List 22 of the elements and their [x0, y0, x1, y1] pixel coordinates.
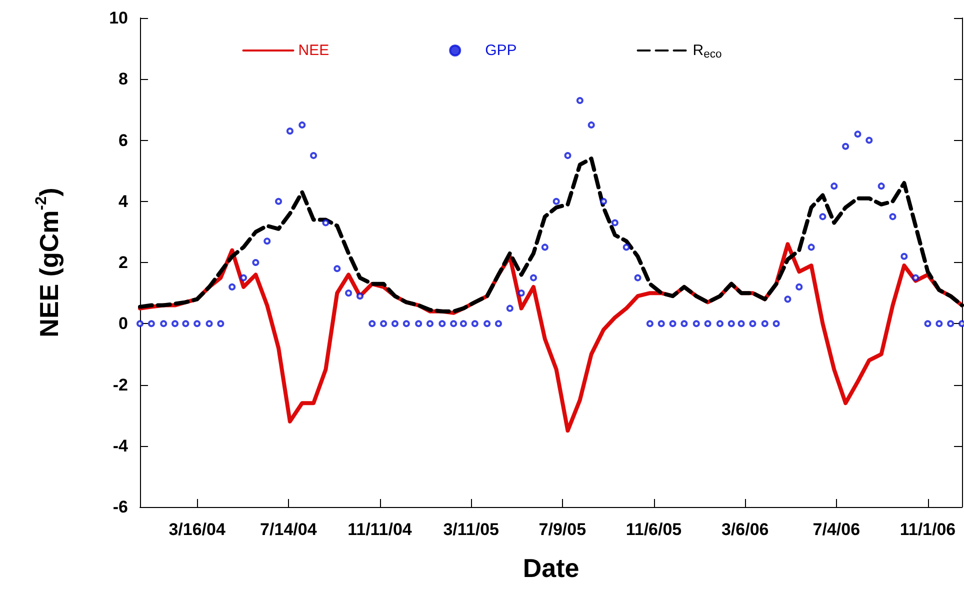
- y-tick-label: 0: [118, 314, 128, 334]
- x-tick-label: 11/11/04: [348, 520, 412, 539]
- x-tick-label: 11/6/05: [626, 520, 682, 539]
- y-tick-label: 4: [118, 192, 129, 211]
- x-tick-label: 3/16/04: [168, 520, 226, 539]
- x-tick-label: 7/14/04: [260, 520, 318, 539]
- y-tick-label: -6: [112, 498, 128, 516]
- y-tick-label: 10: [109, 8, 128, 28]
- x-tick-label: 3/6/06: [721, 520, 769, 539]
- x-tick-label: 11/1/06: [900, 520, 956, 539]
- y-tick-label: 2: [118, 253, 128, 272]
- x-tick-label: 7/9/05: [538, 520, 586, 539]
- x-axis-title: Date: [522, 553, 580, 583]
- y-tick-label: 8: [118, 70, 128, 89]
- x-tick-label: 7/4/06: [812, 520, 860, 539]
- y-tick-label: -4: [112, 436, 129, 456]
- legend-label: GPP: [485, 42, 517, 59]
- y-tick-label: 6: [118, 130, 128, 150]
- y-axis-title: NEE (gCm-2): [32, 188, 64, 338]
- x-tick-label: 3/11/05: [443, 520, 499, 539]
- legend-label: NEE: [298, 42, 330, 59]
- y-tick-label: -2: [112, 375, 128, 394]
